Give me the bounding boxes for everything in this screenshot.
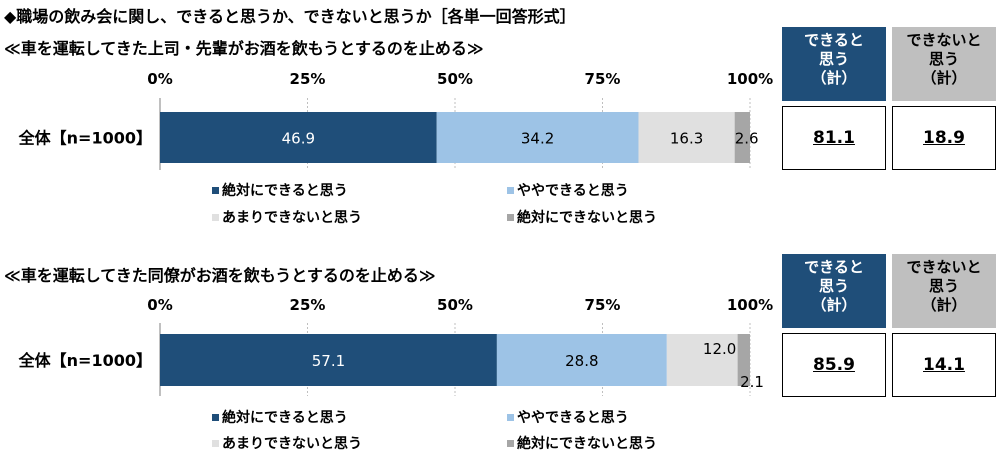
- header-line: できないと: [906, 31, 982, 49]
- header-line: 思う: [928, 50, 959, 68]
- bar-value-label: 12.0: [703, 340, 736, 358]
- bar-value-label: 2.6: [735, 130, 759, 148]
- summary-header-cannot: できないと 思う （計）: [892, 27, 996, 101]
- bar-value-label: 28.8: [565, 352, 598, 370]
- bar-segment: [737, 334, 750, 386]
- x-tick-label: 25%: [290, 70, 326, 88]
- summary-value: 14.1: [923, 354, 965, 375]
- legend-swatch: [507, 413, 514, 421]
- legend-item-absolutely-can: 絶対にできると思う: [212, 180, 348, 200]
- legend-swatch: [507, 186, 514, 194]
- legend-label: ややできると思う: [517, 183, 629, 199]
- bar-value-label: 34.2: [521, 130, 554, 148]
- header-line: できると: [804, 258, 864, 276]
- summary-value: 85.9: [813, 354, 855, 375]
- legend-item-somewhat-can: ややできると思う: [507, 180, 629, 200]
- bar-segment: [496, 334, 667, 386]
- row-label: 全体【n=1000】: [18, 351, 152, 370]
- x-tick-label: 75%: [585, 70, 621, 88]
- legend-label: 絶対にできると思う: [222, 410, 348, 426]
- header-line: 思う: [928, 277, 959, 295]
- summary-value-cannot: 14.1: [892, 333, 996, 397]
- bar-segment: [436, 112, 639, 163]
- header-line: 思う: [818, 50, 849, 68]
- header-line: できると: [804, 31, 864, 49]
- legend-swatch: [212, 213, 219, 221]
- legend-label: 絶対にできないと思う: [517, 436, 657, 452]
- legend-label: 絶対にできると思う: [222, 183, 348, 199]
- header-line: （計）: [921, 69, 967, 87]
- bar-segment: [160, 334, 497, 386]
- x-tick-label: 50%: [437, 70, 473, 88]
- legend-label: 絶対にできないと思う: [517, 210, 657, 226]
- bar-segment: [666, 334, 738, 386]
- header-line: 思う: [818, 277, 849, 295]
- legend-swatch: [212, 413, 219, 421]
- bar-segment: [638, 112, 735, 163]
- bar-value-label: 16.3: [670, 130, 703, 148]
- x-tick-label: 0%: [147, 70, 172, 88]
- legend-item-absolutely-cannot: 絶対にできないと思う: [507, 207, 657, 227]
- summary-header-can: できると 思う （計）: [782, 254, 886, 328]
- bar-segment: [160, 112, 437, 163]
- legend-item-absolutely-can: 絶対にできると思う: [212, 407, 348, 427]
- legend-item-not-really: あまりできないと思う: [212, 433, 362, 453]
- x-tick-label: 100%: [727, 296, 773, 314]
- bar-segment: [734, 112, 750, 163]
- legend-item-not-really: あまりできないと思う: [212, 207, 362, 227]
- chart-1-title: ≪車を運転してきた上司・先輩がお酒を飲もうとするのを止める≫: [4, 39, 484, 58]
- bar-value-label: 2.1: [740, 373, 764, 391]
- page-title: ◆職場の飲み会に関し、できると思うか、できないと思うか［各単一回答形式］: [4, 7, 576, 26]
- header-line: （計）: [811, 296, 857, 314]
- legend-swatch: [507, 439, 514, 447]
- legend-item-somewhat-can: ややできると思う: [507, 407, 629, 427]
- summary-header-can: できると 思う （計）: [782, 27, 886, 101]
- header-line: （計）: [811, 69, 857, 87]
- legend-label: あまりできないと思う: [222, 436, 362, 452]
- x-tick-label: 100%: [727, 70, 773, 88]
- row-label: 全体【n=1000】: [18, 129, 152, 148]
- legend-item-absolutely-cannot: 絶対にできないと思う: [507, 433, 657, 453]
- summary-value-cannot: 18.9: [892, 106, 996, 170]
- summary-value-can: 81.1: [782, 106, 886, 170]
- x-tick-label: 75%: [585, 296, 621, 314]
- bar-value-label: 46.9: [282, 130, 315, 148]
- legend-label: ややできると思う: [517, 410, 629, 426]
- header-line: （計）: [921, 296, 967, 314]
- summary-header-cannot: できないと 思う （計）: [892, 254, 996, 328]
- x-tick-label: 25%: [290, 296, 326, 314]
- legend-swatch: [212, 439, 219, 447]
- chart-2-title: ≪車を運転してきた同僚がお酒を飲もうとするのを止める≫: [4, 266, 436, 285]
- legend-swatch: [507, 213, 514, 221]
- summary-value-can: 85.9: [782, 333, 886, 397]
- summary-value: 81.1: [813, 127, 855, 148]
- bar-value-label: 57.1: [312, 352, 345, 370]
- legend-swatch: [212, 186, 219, 194]
- legend-label: あまりできないと思う: [222, 210, 362, 226]
- x-tick-label: 50%: [437, 296, 473, 314]
- summary-value: 18.9: [923, 127, 965, 148]
- x-tick-label: 0%: [147, 296, 172, 314]
- header-line: できないと: [906, 258, 982, 276]
